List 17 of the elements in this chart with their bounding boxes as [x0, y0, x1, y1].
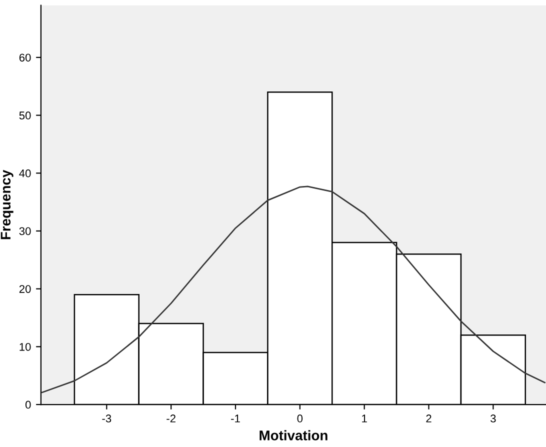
y-tick-label: 20 [19, 285, 31, 293]
y-tick-label: 30 [19, 227, 31, 236]
y-tick-label: 10 [20, 342, 31, 351]
x-tick-label: 2 [426, 414, 432, 422]
y-tick-label: 40 [19, 169, 31, 178]
x-tick-label: -1 [231, 414, 240, 422]
x-axis-title: Motivation [260, 430, 328, 440]
x-tick-label: 0 [297, 414, 303, 422]
y-tick-label: 50 [19, 112, 31, 120]
x-tick-label: -2 [166, 414, 176, 422]
y-tick-label: 60 [19, 54, 31, 62]
y-axis-title: Frequency [0, 170, 14, 240]
line-series [42, 186, 546, 394]
y-tick-label: 0 [25, 400, 31, 409]
x-tick-label: -3 [102, 414, 112, 422]
x-tick-label: 1 [362, 414, 367, 422]
x-tick-label: 3 [490, 414, 496, 422]
